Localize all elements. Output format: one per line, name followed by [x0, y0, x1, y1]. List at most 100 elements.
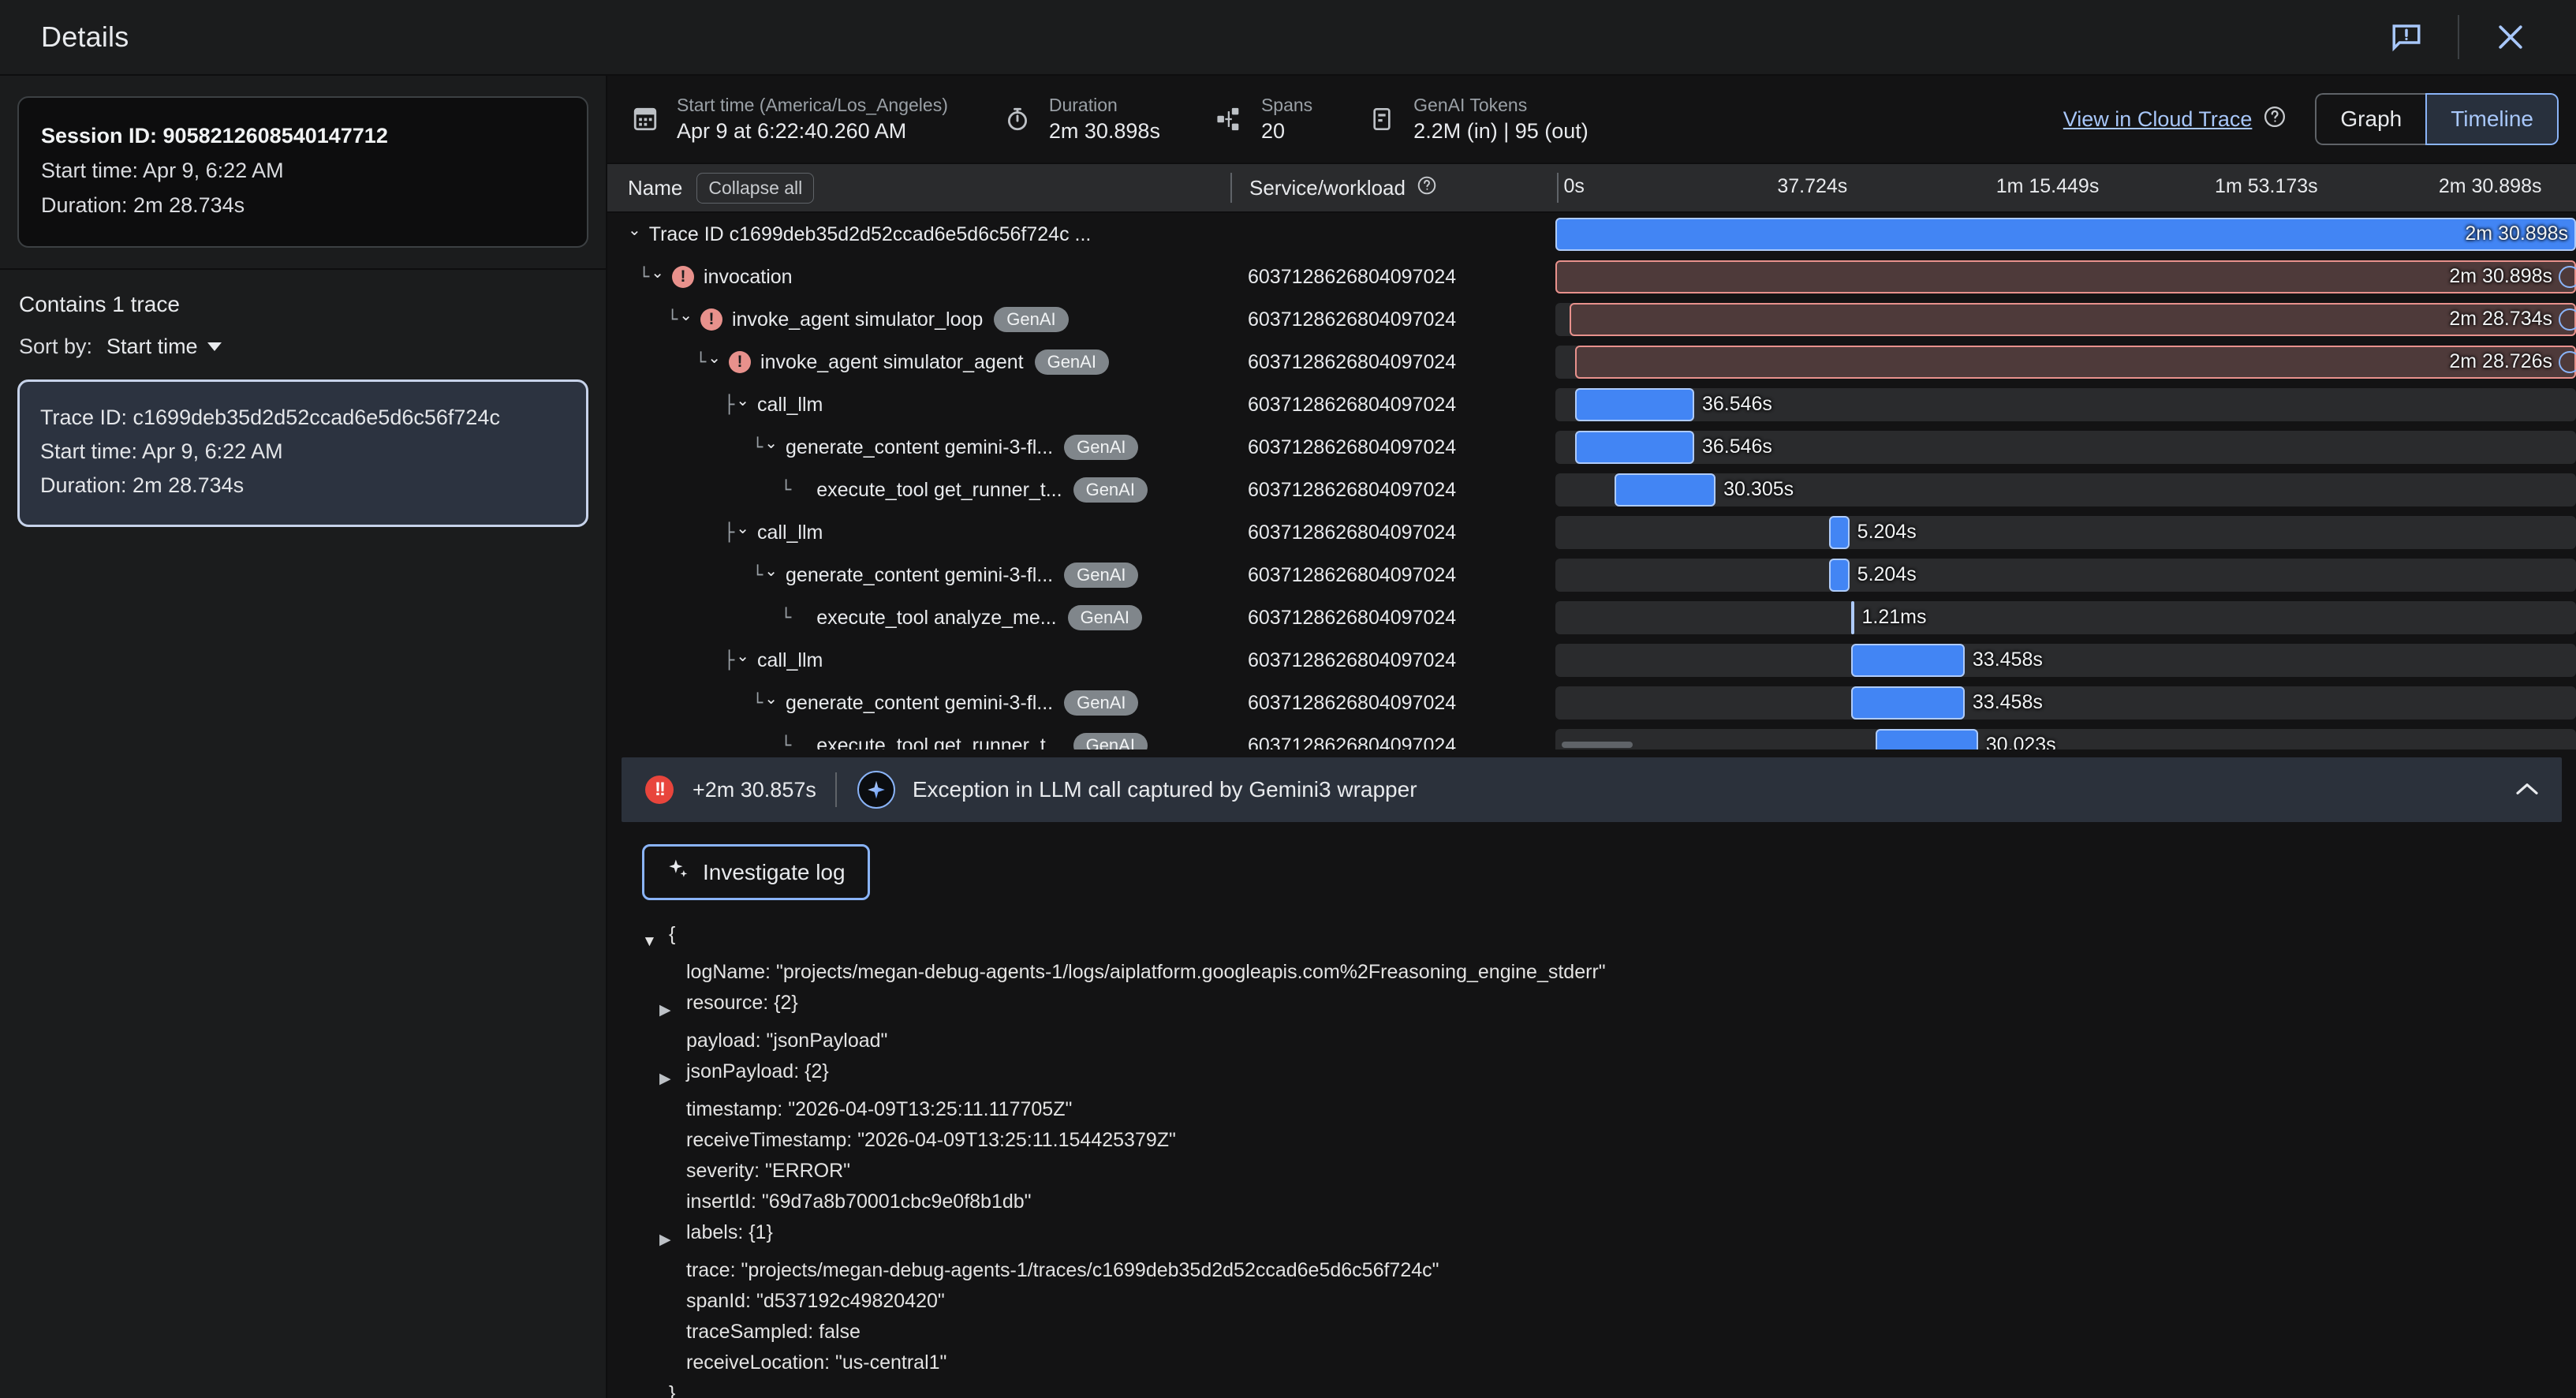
span-bar-track: [1555, 388, 2576, 421]
chevron-down-icon[interactable]: ⌄: [736, 393, 750, 409]
chevron-down-icon[interactable]: ⌄: [736, 521, 750, 537]
json-expand-right-icon[interactable]: ▶: [659, 1232, 671, 1249]
json-line-text: spanId: "d537192c49820420": [686, 1290, 945, 1313]
span-bar-cell[interactable]: 2m 28.726s: [1555, 346, 2576, 379]
chevron-up-icon[interactable]: [2514, 777, 2540, 802]
feedback-icon[interactable]: [2377, 8, 2436, 66]
json-tri-placeholder: [659, 1026, 686, 1033]
stat-label: Start time (America/Los_Angeles): [677, 95, 948, 115]
table-row[interactable]: └ ⌄! invoke_agent simulator_loop GenAI 60371…: [607, 298, 2576, 341]
span-bar-cell[interactable]: 5.204s: [1555, 516, 2576, 549]
chevron-down-icon[interactable]: ⌄: [628, 222, 641, 239]
log-json-row: insertId: "69d7a8b70001cbc9e0f8b1db": [642, 1187, 2576, 1217]
span-bar-cell[interactable]: 33.458s: [1555, 644, 2576, 677]
span-name-cell: └ execute_tool analyze_me... GenAI: [607, 605, 1230, 630]
span-name-cell: └ execute_tool get_runner_t... GenAI: [607, 733, 1230, 749]
span-bar-cell[interactable]: 30.023s: [1555, 729, 2576, 749]
span-bar-track: [1555, 473, 2576, 506]
sort-by-control[interactable]: Sort by: Start time: [0, 317, 606, 359]
chevron-down-icon[interactable]: ⌄: [736, 649, 750, 665]
trace-count-label: Contains 1 trace: [19, 292, 180, 316]
sort-by-value-text: Start time: [106, 335, 198, 358]
span-bar-cell[interactable]: 5.204s: [1555, 559, 2576, 592]
chevron-down-icon[interactable]: ⌄: [707, 350, 722, 367]
chevron-down-icon[interactable]: ⌄: [764, 690, 778, 708]
span-bar-cell[interactable]: 33.458s: [1555, 686, 2576, 720]
chevron-down-icon[interactable]: ⌄: [764, 435, 778, 452]
service-workload-cell: 6037128626804097024: [1248, 393, 1457, 416]
chevron-down-icon[interactable]: ⌄: [764, 563, 778, 580]
help-icon[interactable]: [2263, 105, 2287, 134]
view-in-cloud-trace-label: View in Cloud Trace: [2063, 107, 2253, 131]
json-tri-placeholder: [659, 1348, 686, 1355]
span-name-label: generate_content gemini-3-fl...: [786, 563, 1054, 586]
span-duration-bar: [1851, 601, 1855, 634]
horizontal-scrollbar[interactable]: [607, 742, 2576, 749]
span-duration-bar: [1555, 260, 2576, 293]
span-duration-label: 2m 30.898s: [2465, 222, 2568, 245]
log-json-row: ▶ resource: {2}: [642, 988, 2576, 1026]
view-in-cloud-trace-link[interactable]: View in Cloud Trace: [2063, 105, 2287, 134]
span-bar-cell[interactable]: 2m 30.898s: [1555, 260, 2576, 293]
table-row[interactable]: └ execute_tool get_runner_t... GenAI 603712…: [607, 724, 2576, 749]
span-bar-cell[interactable]: 2m 30.898s: [1555, 218, 2576, 251]
span-bar-track: [1555, 686, 2576, 720]
span-duration-label: 30.023s: [1985, 734, 2056, 749]
span-endcap-icon: [2559, 266, 2576, 288]
log-json-row: traceSampled: false: [642, 1317, 2576, 1348]
json-expand-right-icon[interactable]: ▶: [659, 1002, 671, 1019]
service-workload-cell: 6037128626804097024: [1248, 435, 1457, 458]
span-bar-cell[interactable]: 1.21ms: [1555, 601, 2576, 634]
span-duration-bar: [1570, 303, 2576, 336]
table-row[interactable]: └ ⌄ generate_content gemini-3-fl... GenAI 60…: [607, 426, 2576, 469]
spans-icon: [1212, 106, 1247, 133]
tab-timeline[interactable]: Timeline: [2425, 93, 2559, 145]
tab-graph[interactable]: Graph: [2315, 93, 2426, 145]
table-row[interactable]: └ execute_tool get_runner_t... GenAI 603712…: [607, 469, 2576, 511]
investigate-log-button[interactable]: Investigate log: [642, 844, 870, 901]
sort-by-value[interactable]: Start time: [106, 335, 222, 359]
scrollbar-thumb[interactable]: [1562, 742, 1633, 748]
tree-elbow-icon: └: [781, 480, 792, 500]
json-line-text: receiveTimestamp: "2026-04-09T13:25:11.1…: [686, 1129, 1176, 1152]
exception-offset: +2m 30.857s: [693, 777, 816, 802]
stat-value: 2m 30.898s: [1048, 119, 1160, 143]
table-row[interactable]: └ ⌄ generate_content gemini-3-fl... GenAI 60…: [607, 554, 2576, 596]
span-bar-cell[interactable]: 30.305s: [1555, 473, 2576, 506]
close-icon[interactable]: [2481, 8, 2540, 66]
trace-list-item[interactable]: Trace ID: c1699deb35d2d52ccad6e5d6c56f72…: [17, 379, 588, 527]
help-icon[interactable]: [1417, 175, 1437, 201]
session-start-time: Start time: Apr 9, 6:22 AM: [41, 159, 284, 182]
chevron-down-icon[interactable]: ⌄: [651, 265, 665, 282]
table-row[interactable]: ├ ⌄ call_llm 6037128626804097024 5.204s: [607, 511, 2576, 554]
column-header-name: Name Collapse all: [607, 172, 1230, 204]
table-row[interactable]: └ ⌄ generate_content gemini-3-fl... GenAI 60…: [607, 682, 2576, 724]
span-name-label: invoke_agent simulator_loop: [732, 308, 984, 331]
exception-banner[interactable]: !! +2m 30.857s Exception in LLM call cap…: [622, 757, 2562, 823]
span-name-cell: └ ⌄ generate_content gemini-3-fl... GenAI: [607, 563, 1230, 588]
chevron-down-icon[interactable]: ⌄: [679, 307, 693, 324]
table-row[interactable]: └ execute_tool analyze_me... GenAI 60371286…: [607, 596, 2576, 639]
session-sidebar: Session ID: 9058212608540147712 Start ti…: [0, 76, 607, 1398]
log-json-row: trace: "projects/megan-debug-agents-1/tr…: [642, 1255, 2576, 1286]
sparkle-icon: [857, 771, 895, 809]
table-row[interactable]: ├ ⌄ call_llm 6037128626804097024 36.546s: [607, 383, 2576, 426]
json-line-text: }: [669, 1382, 676, 1398]
log-json-row: severity: "ERROR": [642, 1156, 2576, 1187]
table-row[interactable]: ├ ⌄ call_llm 6037128626804097024 33.458s: [607, 639, 2576, 682]
service-workload-cell: 6037128626804097024: [1248, 734, 1457, 750]
column-header-name-label: Name: [628, 175, 683, 200]
table-row[interactable]: ⌄ Trace ID c1699deb35d2d52ccad6e5d6c56f72…: [607, 213, 2576, 256]
json-expand-down-icon[interactable]: ▼: [642, 933, 657, 951]
log-json-row: ▶ jsonPayload: {2}: [642, 1056, 2576, 1094]
span-bar-cell[interactable]: 36.546s: [1555, 388, 2576, 421]
span-bar-cell[interactable]: 36.546s: [1555, 431, 2576, 464]
table-row[interactable]: └ ⌄! invoke_agent simulator_agent GenAI 6037…: [607, 341, 2576, 383]
error-icon: !: [729, 351, 752, 373]
genai-badge: GenAI: [994, 307, 1069, 332]
span-bar-cell[interactable]: 2m 28.734s: [1555, 303, 2576, 336]
table-row[interactable]: └ ⌄! invocation 6037128626804097024 2m 30.89…: [607, 256, 2576, 298]
json-expand-right-icon[interactable]: ▶: [659, 1071, 671, 1088]
header-divider-2: [1557, 173, 1559, 203]
collapse-all-button[interactable]: Collapse all: [696, 172, 815, 204]
